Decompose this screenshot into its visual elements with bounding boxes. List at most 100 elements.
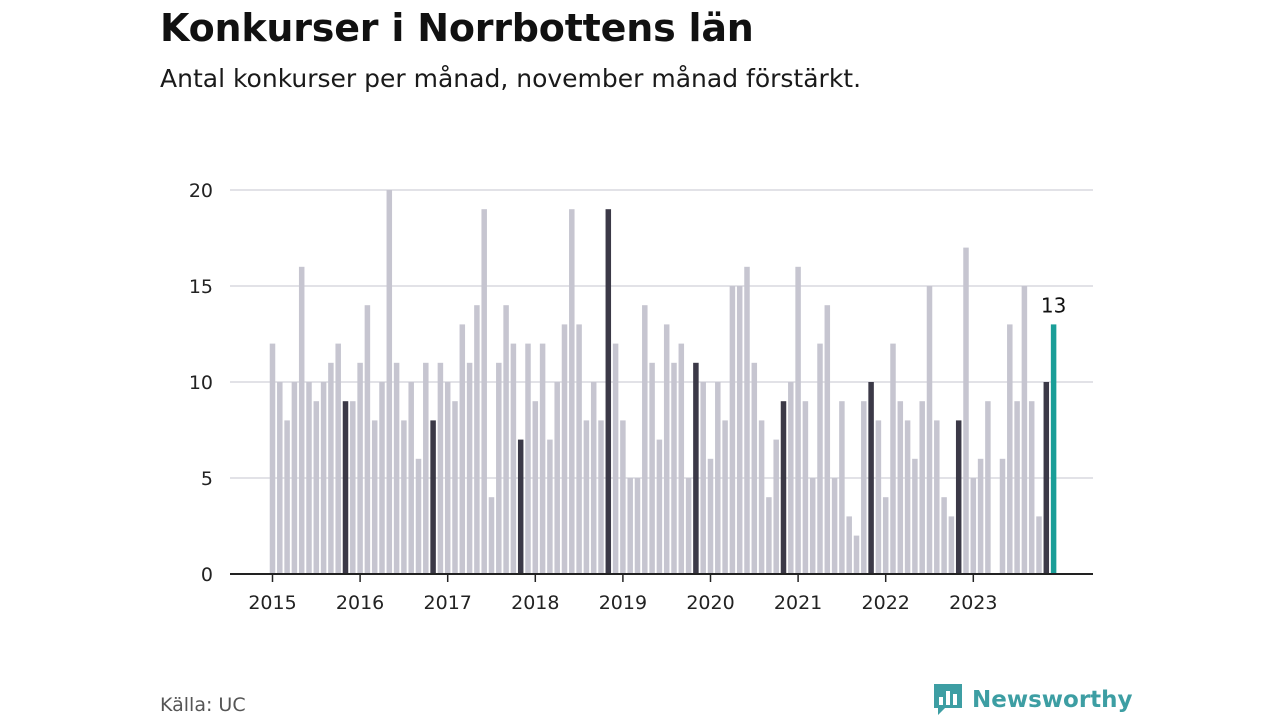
bar bbox=[634, 478, 641, 574]
bar bbox=[547, 439, 553, 574]
bar bbox=[408, 382, 414, 574]
bar bbox=[897, 401, 904, 574]
bar bbox=[554, 382, 560, 574]
bar bbox=[320, 382, 327, 574]
bar bbox=[335, 343, 341, 574]
bar bbox=[496, 362, 502, 574]
bar-november bbox=[605, 209, 612, 574]
bar-november bbox=[517, 439, 524, 574]
bar bbox=[357, 362, 363, 574]
bar bbox=[788, 382, 794, 574]
bar bbox=[423, 362, 429, 574]
x-tick-label: 2017 bbox=[424, 592, 472, 614]
y-tick-label: 20 bbox=[189, 180, 213, 202]
bar bbox=[291, 382, 298, 574]
bar-november bbox=[868, 382, 874, 574]
bar bbox=[715, 382, 721, 574]
x-tick-label: 2018 bbox=[511, 592, 559, 614]
bar bbox=[809, 478, 816, 574]
bar bbox=[488, 497, 495, 574]
y-tick-label: 0 bbox=[201, 564, 213, 586]
bar bbox=[466, 362, 473, 574]
bar bbox=[298, 266, 305, 574]
bar-november bbox=[342, 401, 349, 574]
bar bbox=[444, 382, 451, 574]
bar bbox=[306, 382, 312, 574]
bar bbox=[919, 401, 925, 574]
bar bbox=[569, 209, 575, 574]
bar bbox=[350, 401, 356, 574]
bar bbox=[532, 401, 539, 574]
chart-title: Konkurser i Norrbottens län bbox=[160, 6, 754, 50]
bar bbox=[561, 324, 568, 574]
brand-name: Newsworthy bbox=[972, 687, 1133, 713]
x-tick-label: 2023 bbox=[949, 592, 997, 614]
bar bbox=[642, 305, 648, 574]
bar bbox=[839, 401, 845, 574]
bar bbox=[758, 420, 765, 574]
bar bbox=[1007, 324, 1013, 574]
x-tick-label: 2019 bbox=[599, 592, 647, 614]
bar bbox=[999, 458, 1006, 574]
bar bbox=[678, 343, 685, 574]
bar bbox=[313, 401, 320, 574]
bar bbox=[773, 439, 779, 574]
bar bbox=[371, 420, 378, 574]
bar bbox=[861, 401, 867, 574]
bar bbox=[437, 362, 444, 574]
bar bbox=[985, 401, 991, 574]
bar bbox=[934, 420, 940, 574]
bar bbox=[510, 343, 517, 574]
bar bbox=[284, 420, 290, 574]
bar bbox=[882, 497, 889, 574]
bar bbox=[386, 190, 393, 574]
bar bbox=[729, 286, 736, 574]
bar bbox=[379, 382, 385, 574]
bar bbox=[766, 497, 772, 574]
bar bbox=[831, 478, 838, 574]
newsworthy-logo-icon bbox=[934, 684, 962, 715]
bar bbox=[1036, 516, 1042, 574]
bar-chart: 0 5 10 15 20 13 2015 2016 2017 2018 2019 2020 2021 20… bbox=[189, 180, 1093, 614]
bar bbox=[269, 343, 276, 574]
bar bbox=[663, 324, 670, 574]
bar bbox=[590, 382, 597, 574]
bar bbox=[963, 247, 969, 574]
bar bbox=[736, 286, 743, 574]
bar bbox=[656, 439, 663, 574]
latest-value-label: 13 bbox=[1041, 293, 1066, 317]
chart-subtitle: Antal konkurser per månad, november måna… bbox=[160, 64, 862, 93]
bar bbox=[744, 266, 750, 574]
x-tick-label: 2021 bbox=[774, 592, 822, 614]
bar bbox=[802, 401, 809, 574]
bar bbox=[649, 362, 655, 574]
bar bbox=[941, 497, 947, 574]
bar bbox=[671, 362, 677, 574]
bar bbox=[853, 535, 860, 574]
bar bbox=[627, 478, 633, 574]
bar bbox=[459, 324, 466, 574]
bar bbox=[481, 209, 487, 574]
y-tick-label: 10 bbox=[189, 372, 213, 394]
bar bbox=[722, 420, 728, 574]
bar bbox=[904, 420, 911, 574]
x-tick-label: 2022 bbox=[862, 592, 910, 614]
bar bbox=[751, 362, 758, 574]
bar bbox=[415, 458, 422, 574]
bar bbox=[328, 362, 334, 574]
bar bbox=[364, 305, 371, 574]
bar bbox=[875, 420, 882, 574]
bar bbox=[700, 382, 706, 574]
bar bbox=[685, 478, 692, 574]
bar bbox=[926, 286, 933, 574]
bar bbox=[503, 305, 509, 574]
bar bbox=[890, 343, 896, 574]
bar bbox=[576, 324, 582, 574]
x-tick-label: 2015 bbox=[248, 592, 296, 614]
bar bbox=[393, 362, 400, 574]
bar bbox=[707, 458, 714, 574]
source-note: Källa: UC bbox=[160, 694, 246, 716]
brand-logo[interactable]: Newsworthy bbox=[932, 682, 1133, 718]
bar-latest bbox=[1050, 324, 1057, 574]
bar bbox=[525, 343, 531, 574]
